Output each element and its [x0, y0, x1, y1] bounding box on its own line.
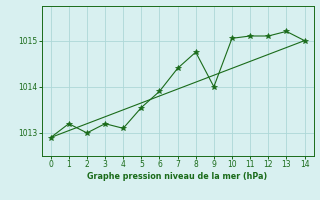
X-axis label: Graphe pression niveau de la mer (hPa): Graphe pression niveau de la mer (hPa) — [87, 172, 268, 181]
